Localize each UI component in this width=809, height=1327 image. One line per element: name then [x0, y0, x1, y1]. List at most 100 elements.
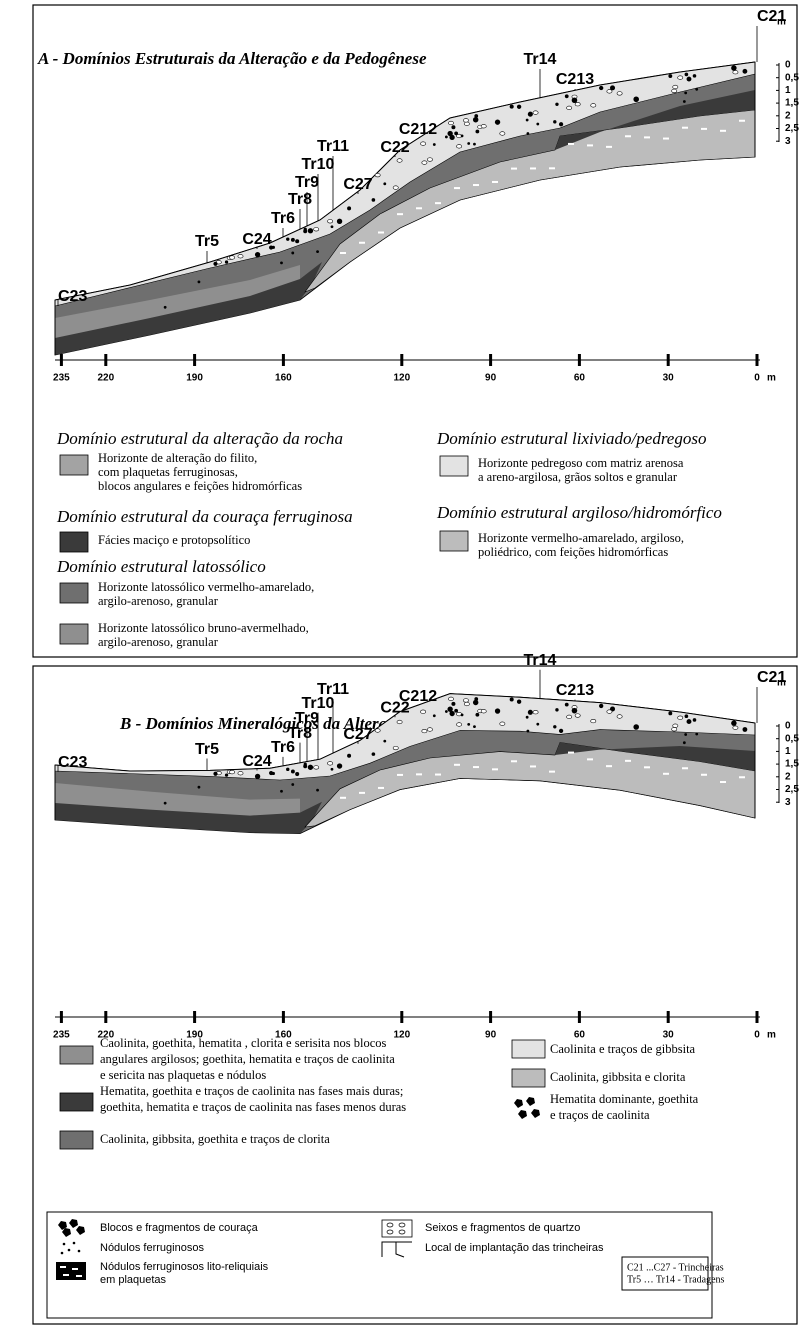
quartz-pebble: [533, 111, 538, 115]
nodule: [528, 710, 533, 715]
nodule: [731, 720, 736, 725]
white-dash: [663, 138, 669, 140]
white-dash: [397, 213, 403, 215]
couraca-block-icon: [531, 1109, 540, 1118]
legend-swatch: [60, 532, 88, 552]
symbol-text: em plaquetas: [100, 1274, 167, 1286]
depth-label: 2,5: [785, 784, 799, 795]
abbreviation-text: Tr5 … Tr14 - Tradagens: [627, 1274, 725, 1285]
legend-text: argilo-arenoso, granular: [98, 594, 219, 608]
white-dash: [720, 781, 726, 783]
white-dash: [511, 760, 517, 762]
legend-swatch: [440, 531, 468, 551]
nodule: [687, 719, 692, 724]
quartz-pebble: [448, 121, 453, 125]
white-dash: [416, 773, 422, 775]
quartz-pebble: [427, 728, 432, 732]
legend-heading: Domínio estrutural da alteração da rocha: [56, 429, 343, 448]
nodule: [451, 702, 455, 706]
depth-label: 3: [785, 797, 791, 808]
white-dash: [549, 167, 555, 169]
symbol-text: Nódulos ferruginosos: [100, 1242, 204, 1254]
profile-label: Tr11: [317, 138, 349, 155]
quartz-pebble: [387, 1223, 393, 1227]
white-dash: [682, 767, 688, 769]
quartz-pebble: [464, 702, 469, 706]
nodule: [433, 714, 436, 717]
nodule: [308, 765, 313, 770]
nodule: [291, 770, 295, 774]
couraca-block-icon: [76, 1226, 85, 1235]
nodule: [331, 225, 334, 228]
quartz-pebble: [393, 186, 398, 190]
nodule: [495, 119, 500, 124]
quartz-pebble: [399, 1223, 405, 1227]
nodule: [555, 103, 558, 106]
profile-label: Tr5: [195, 741, 219, 758]
nodule: [337, 219, 342, 224]
distance-unit: m: [767, 373, 776, 384]
nodule-icon: [73, 1242, 76, 1245]
nodule: [291, 252, 294, 255]
nodule: [474, 697, 478, 701]
legend-text: Horizonte pedregoso com matriz arenosa: [478, 456, 684, 470]
nodule: [475, 130, 479, 134]
nodule: [553, 120, 556, 123]
white-dash: [701, 128, 707, 130]
quartz-pebble: [678, 716, 683, 720]
nodule: [337, 763, 342, 768]
distance-tick: [578, 1011, 581, 1023]
legend-text: Caolinita e traços de gibbsita: [550, 1042, 696, 1056]
quartz-pebble: [422, 161, 427, 165]
quartz-pebble: [448, 697, 453, 701]
profile-label: Tr5: [195, 233, 219, 250]
quartz-pebble: [314, 227, 319, 231]
legend-text: e traços de caolinita: [550, 1108, 650, 1122]
nodule: [572, 708, 578, 714]
couraca-block-icon: [62, 1228, 71, 1237]
couraca-block-icon: [514, 1099, 523, 1108]
white-dash: [549, 771, 555, 773]
white-dash: [530, 167, 536, 169]
distance-label: 90: [485, 373, 497, 384]
nodule: [473, 725, 476, 728]
quartz-pebble: [397, 159, 402, 163]
nodule: [731, 65, 736, 70]
quartz-pebble: [567, 715, 572, 719]
nodule: [687, 77, 692, 82]
quartz-pebble: [567, 106, 572, 110]
nodule: [683, 741, 686, 744]
nodule: [295, 772, 299, 776]
distance-tick: [578, 354, 581, 366]
nodule: [467, 723, 470, 726]
distance-tick: [400, 354, 403, 366]
nodule: [213, 772, 217, 776]
nodule: [684, 733, 687, 736]
profile-label: Tr8: [288, 191, 312, 208]
nodule: [528, 112, 533, 117]
nodule: [510, 105, 514, 109]
quartz-pebble: [399, 1230, 405, 1234]
quartz-pebble: [375, 729, 380, 733]
nodule: [633, 96, 639, 102]
distance-tick: [489, 354, 492, 366]
quartz-pebble: [464, 122, 469, 126]
profile-label: C23: [58, 754, 87, 771]
depth-unit: m: [777, 678, 786, 689]
symbol-text: Nódulos ferruginosos lito-reliquiais: [100, 1261, 269, 1273]
symbol-text: Blocos e fragmentos de couraça: [100, 1222, 259, 1234]
nodule: [695, 88, 698, 91]
legend-swatch: [60, 624, 88, 644]
nodule: [695, 733, 698, 736]
legend-text: Horizonte de alteração do filito,: [98, 451, 257, 465]
quartz-pebble: [607, 90, 612, 94]
nodule: [255, 252, 260, 257]
legend-text: e sericita nas plaquetas e nódulos: [100, 1068, 266, 1082]
white-dash: [606, 765, 612, 767]
nodule: [445, 136, 448, 139]
white-dash: [625, 760, 631, 762]
nodule: [668, 711, 672, 715]
quartz-pebble: [421, 142, 426, 146]
nodule: [383, 740, 386, 743]
nodule: [526, 132, 529, 135]
